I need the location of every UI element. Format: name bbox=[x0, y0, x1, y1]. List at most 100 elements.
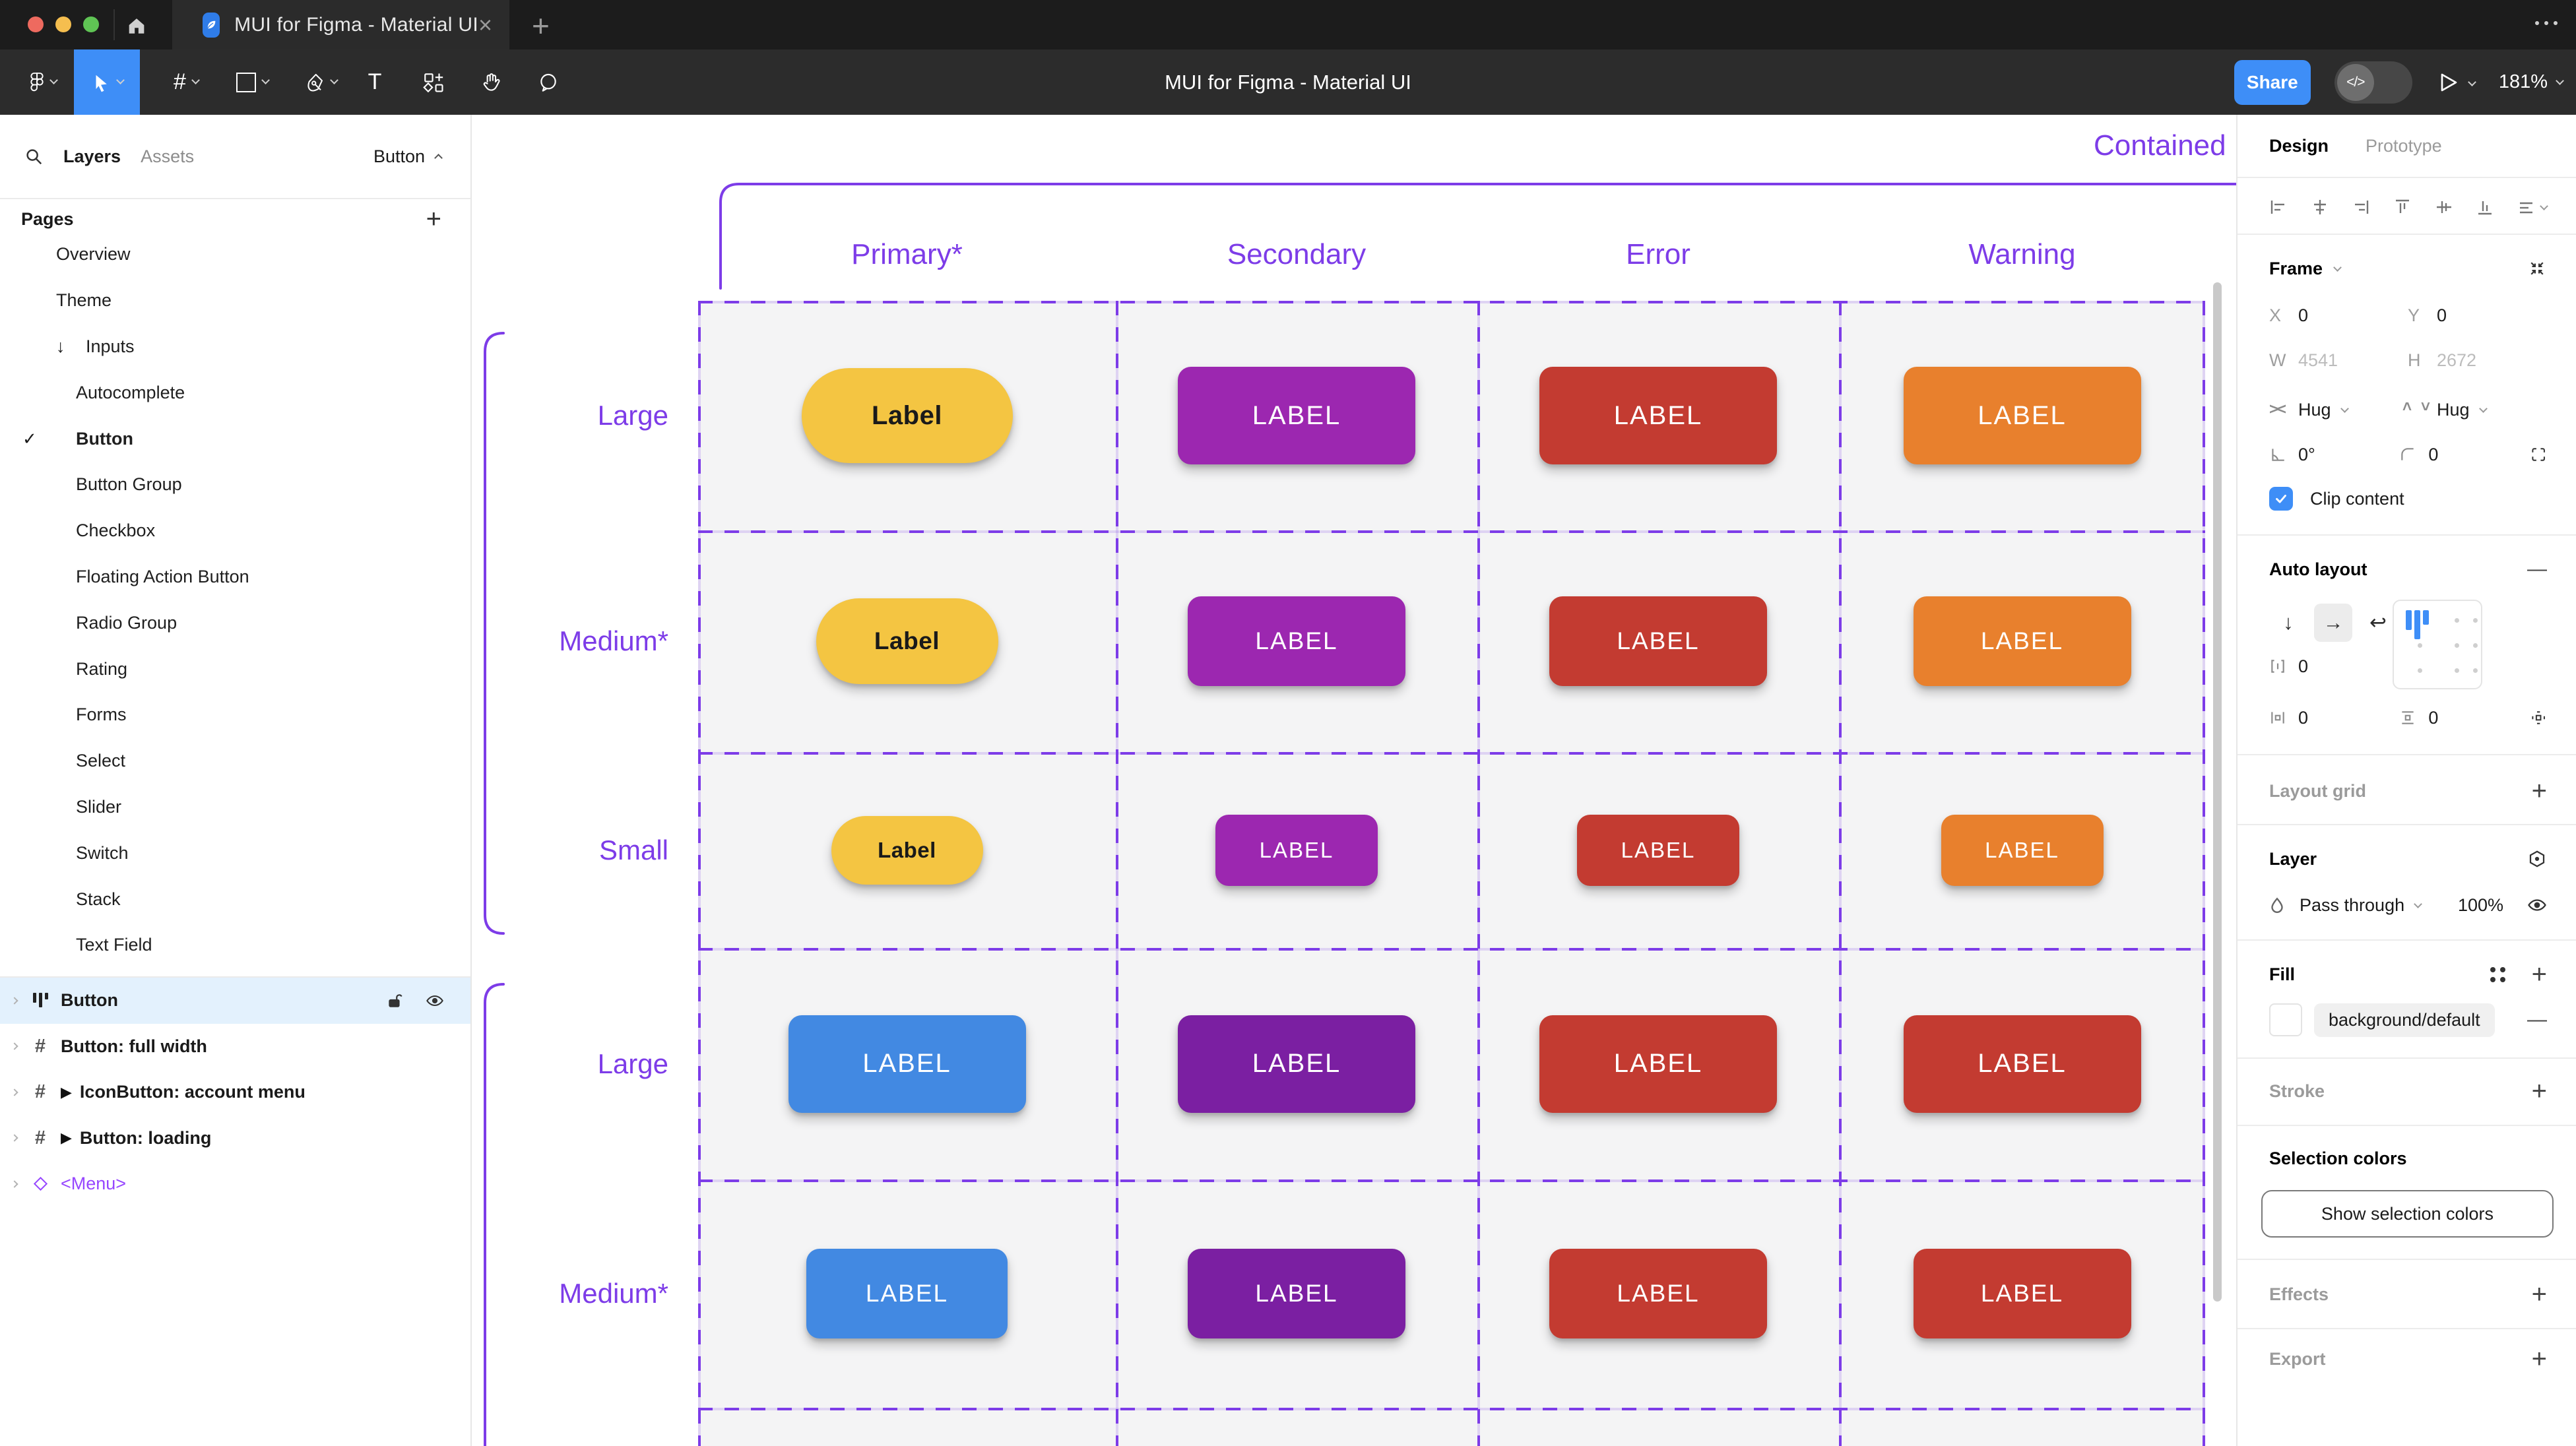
canvas-button[interactable]: LABEL bbox=[1188, 1249, 1405, 1338]
canvas-button[interactable]: LABEL bbox=[1941, 814, 2104, 886]
canvas-button[interactable]: Label bbox=[801, 368, 1013, 463]
page-item-button[interactable]: ✓ Button bbox=[22, 428, 133, 449]
tidy-up-button[interactable] bbox=[2517, 198, 2548, 216]
page-item-autocomplete[interactable]: Autocomplete bbox=[76, 382, 185, 402]
macos-close-button[interactable] bbox=[28, 16, 44, 32]
macos-minimize-button[interactable] bbox=[55, 16, 71, 32]
align-top-icon[interactable] bbox=[2393, 198, 2412, 216]
gap-row[interactable]: 0 bbox=[2269, 650, 2547, 682]
add-effect-button[interactable]: + bbox=[2531, 1279, 2547, 1309]
text-tool-button[interactable]: T bbox=[356, 49, 393, 115]
align-left-icon[interactable] bbox=[2269, 198, 2288, 216]
horizontal-sizing-select[interactable]: >< Hug bbox=[2269, 400, 2408, 420]
page-item-button-group[interactable]: Button Group bbox=[76, 474, 182, 495]
fill-color-swatch[interactable] bbox=[2269, 1003, 2302, 1036]
clip-content-row[interactable]: Clip content bbox=[2269, 482, 2547, 516]
clip-content-checkbox[interactable] bbox=[2269, 487, 2293, 511]
canvas-button[interactable]: LABEL bbox=[1903, 367, 2141, 464]
tab-design[interactable]: Design bbox=[2269, 135, 2329, 156]
align-right-icon[interactable] bbox=[2352, 198, 2370, 216]
page-item-stack[interactable]: Stack bbox=[76, 889, 121, 909]
lock-open-icon[interactable] bbox=[386, 992, 403, 1009]
page-item-radio-group[interactable]: Radio Group bbox=[76, 612, 177, 633]
page-selector[interactable]: Button bbox=[373, 146, 443, 167]
width-input[interactable]: W 4541 bbox=[2269, 350, 2338, 370]
canvas-button[interactable]: LABEL bbox=[1178, 367, 1415, 464]
page-item-switch[interactable]: Switch bbox=[76, 842, 129, 863]
direction-vertical-button[interactable]: ↓ bbox=[2283, 611, 2294, 634]
hand-tool-button[interactable] bbox=[468, 49, 515, 115]
add-fill-button[interactable]: + bbox=[2531, 959, 2547, 989]
blend-mode-select[interactable]: Pass through bbox=[2300, 895, 2422, 916]
tab-layers[interactable]: Layers bbox=[63, 146, 121, 166]
canvas-button[interactable]: LABEL bbox=[1539, 1015, 1777, 1113]
page-item-rating[interactable]: Rating bbox=[76, 658, 128, 679]
align-bottom-icon[interactable] bbox=[2476, 198, 2494, 216]
move-tool-button[interactable] bbox=[74, 49, 140, 115]
add-layout-grid-button[interactable]: + bbox=[2531, 776, 2547, 805]
canvas-button[interactable]: LABEL bbox=[788, 1015, 1026, 1113]
canvas-button[interactable]: LABEL bbox=[1577, 814, 1739, 886]
search-icon[interactable] bbox=[24, 146, 44, 166]
height-input[interactable]: H 2672 bbox=[2408, 350, 2477, 370]
resources-tool-button[interactable] bbox=[410, 49, 457, 115]
corner-radius-input[interactable]: 0 bbox=[2399, 445, 2529, 465]
canvas-button[interactable]: LABEL bbox=[1549, 596, 1767, 686]
frame-tool-button[interactable]: # bbox=[150, 49, 222, 115]
opacity-input[interactable]: 100% bbox=[2457, 895, 2503, 915]
window-overflow-menu-icon[interactable] bbox=[2535, 21, 2558, 25]
page-item-forms[interactable]: Forms bbox=[76, 705, 127, 725]
show-selection-colors-button[interactable]: Show selection colors bbox=[2261, 1190, 2554, 1238]
new-tab-button[interactable]: + bbox=[532, 9, 550, 43]
tab-close-icon[interactable]: × bbox=[478, 11, 492, 38]
vertical-sizing-select[interactable]: >< Hug bbox=[2398, 391, 2546, 428]
independent-corners-icon[interactable] bbox=[2530, 445, 2547, 464]
add-page-button[interactable]: + bbox=[426, 204, 441, 234]
canvas-button[interactable]: LABEL bbox=[1188, 596, 1405, 686]
frame-type-label[interactable]: Frame bbox=[2269, 258, 2323, 278]
layer-row-menu-instance[interactable]: <Menu> bbox=[0, 1161, 470, 1207]
zoom-menu[interactable]: 181% bbox=[2499, 71, 2564, 93]
dev-mode-toggle[interactable]: </> bbox=[2334, 61, 2412, 104]
page-item-inputs[interactable]: ↓ Inputs bbox=[56, 336, 135, 356]
fill-style-chip[interactable]: background/default bbox=[2314, 1003, 2495, 1037]
macos-zoom-button[interactable] bbox=[83, 16, 99, 32]
direction-wrap-button[interactable]: ↩ bbox=[2369, 611, 2387, 634]
collapse-icon[interactable] bbox=[2527, 259, 2547, 278]
frame-title-label[interactable]: Contained bbox=[2094, 129, 2226, 162]
canvas-button[interactable]: LABEL bbox=[1913, 1249, 2131, 1338]
vertical-padding-input[interactable]: 0 bbox=[2399, 708, 2529, 728]
main-menu-button[interactable] bbox=[10, 49, 76, 115]
rotation-input[interactable]: 0° bbox=[2269, 445, 2399, 465]
canvas-button[interactable]: LABEL bbox=[1215, 814, 1378, 886]
canvas[interactable]: Contained Primary* Secondary Error Warni… bbox=[472, 115, 2236, 1446]
eye-icon[interactable] bbox=[426, 991, 444, 1010]
page-item-select[interactable]: Select bbox=[76, 751, 126, 771]
page-item-theme[interactable]: Theme bbox=[56, 290, 112, 311]
add-export-button[interactable]: + bbox=[2531, 1344, 2547, 1373]
add-stroke-button[interactable]: + bbox=[2531, 1076, 2547, 1106]
canvas-button[interactable]: LABEL bbox=[1539, 367, 1777, 464]
eye-icon[interactable] bbox=[2527, 895, 2547, 915]
canvas-button[interactable]: Label bbox=[816, 598, 998, 684]
remove-auto-layout-button[interactable]: — bbox=[2527, 558, 2547, 580]
tab-assets[interactable]: Assets bbox=[141, 146, 195, 166]
comment-tool-button[interactable] bbox=[525, 49, 571, 115]
independent-padding-icon[interactable] bbox=[2530, 708, 2547, 727]
present-button[interactable] bbox=[2436, 71, 2476, 94]
blend-mode-icon[interactable] bbox=[2527, 849, 2547, 869]
canvas-scrollbar[interactable] bbox=[2213, 282, 2222, 1302]
share-button[interactable]: Share bbox=[2234, 59, 2311, 105]
canvas-button[interactable]: LABEL bbox=[806, 1249, 1008, 1338]
home-button[interactable] bbox=[122, 12, 151, 38]
canvas-button[interactable]: LABEL bbox=[1913, 596, 2131, 686]
tab-prototype[interactable]: Prototype bbox=[2366, 135, 2442, 156]
horizontal-padding-input[interactable]: 0 bbox=[2269, 708, 2399, 728]
page-item-floating-action-button[interactable]: Floating Action Button bbox=[76, 566, 249, 586]
canvas-button[interactable]: Label bbox=[831, 815, 983, 885]
canvas-button[interactable]: LABEL bbox=[1178, 1015, 1415, 1113]
canvas-button[interactable]: LABEL bbox=[1549, 1249, 1767, 1338]
layer-row-button[interactable]: Button bbox=[0, 978, 470, 1024]
